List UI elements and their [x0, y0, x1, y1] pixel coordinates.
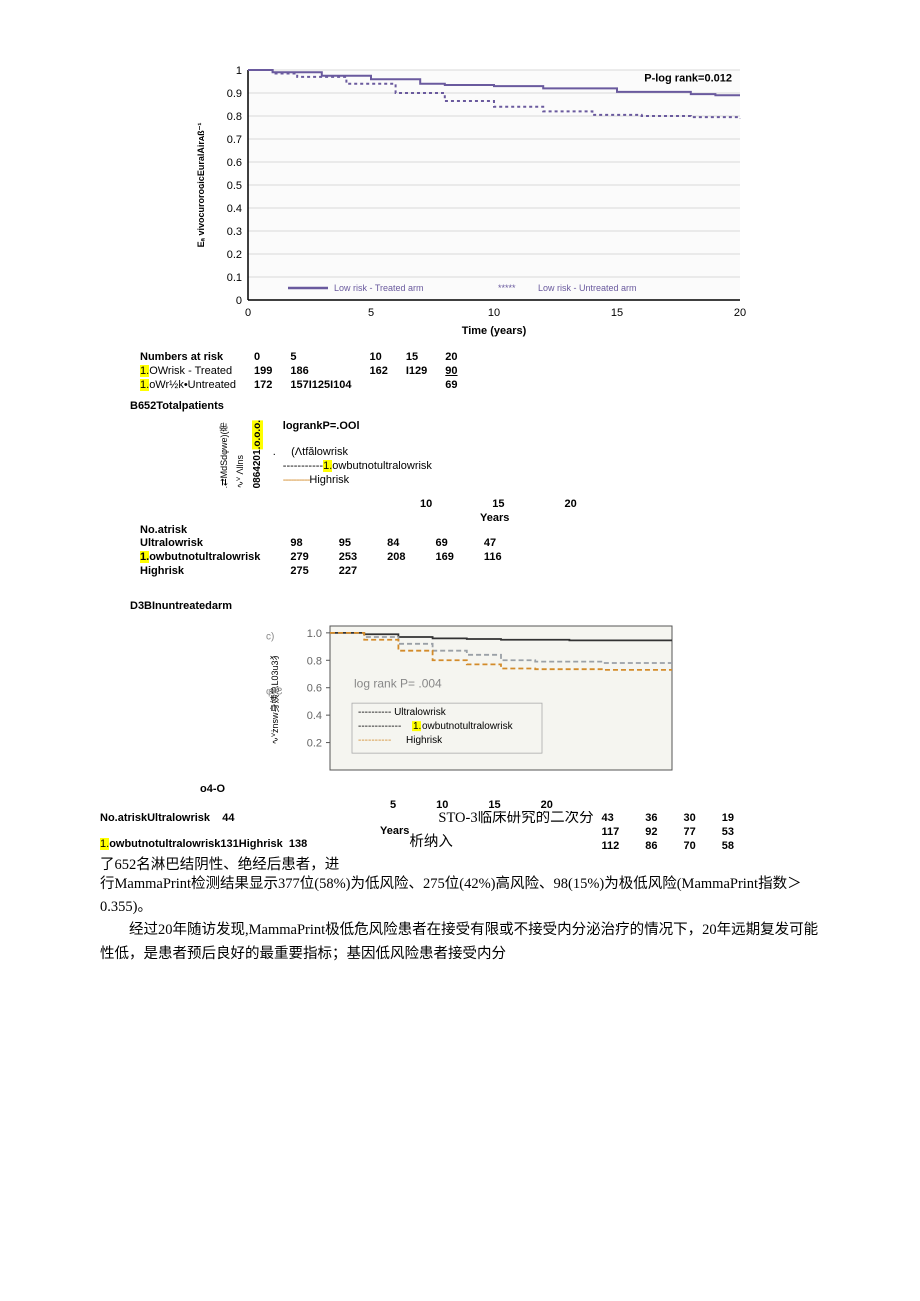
km-chart-lowrisk: 00.10.20.30.40.50.60.70.80.9105101520P-l… [190, 60, 750, 340]
legend-low-not-ultra: -----------1.owbutnotultralowrisk [283, 460, 432, 472]
svg-text:10: 10 [488, 307, 500, 319]
svg-text:1.: 1. [413, 722, 421, 733]
svg-text:0: 0 [236, 295, 242, 307]
body-p3: 经过20年随访发现,MammaPrint极低危风险患者在接受有限或不接受内分泌治… [100, 919, 820, 965]
svg-text:15: 15 [611, 307, 623, 319]
nar1-row-treated-label: 1.OWrisk - Treated [140, 364, 254, 378]
svg-text:0.9: 0.9 [227, 88, 242, 100]
svg-text:0.6: 0.6 [227, 157, 242, 169]
panel-d-title: D3BInuntreatedarm [130, 600, 820, 612]
svg-text:----------: ---------- [358, 736, 391, 747]
nar1-hdr: Numbers at risk [140, 350, 254, 364]
panel-b-logrank: logrankP=.OOl [283, 420, 432, 432]
svg-text:0.4: 0.4 [227, 203, 242, 215]
svg-text:1: 1 [236, 65, 242, 77]
svg-text:0.7: 0.7 [227, 134, 242, 146]
numbers-at-risk-1: Numbers at risk 0 5 10 15 20 1.OWrisk - … [140, 350, 476, 392]
km-chart-untreated: 0.2 0.4 0.6 0.8 1.0 log rank P= .004 ---------… [260, 620, 820, 793]
svg-text:20: 20 [734, 307, 746, 319]
svg-text:0.8: 0.8 [307, 656, 322, 668]
svg-text:-------------: ------------- [358, 722, 401, 733]
svg-text:Time (years): Time (years) [462, 325, 527, 337]
risk4-left-labels: No.atriskUltralowrisk 44 Years 1.owbutno… [100, 811, 409, 851]
svg-text:Highrisk: Highrisk [406, 736, 443, 747]
nar1-row-untreated-label: 1.oWr½k•Untreated [140, 378, 254, 392]
panel-b-block: .⇄MdSdφwe)(帝 ∿ⱽ Λllns 0864201.o.o.o. log… [220, 420, 820, 488]
svg-text:*****: ***** [498, 283, 516, 293]
svg-text:0.8: 0.8 [227, 111, 242, 123]
legend-high: ----------Highrisk [283, 474, 432, 486]
svg-text:Low risk - Untreated arm: Low risk - Untreated arm [538, 283, 637, 293]
svg-text:0.2: 0.2 [307, 738, 322, 750]
panel-b-years-row: 10 15 20 [420, 498, 820, 510]
svg-text:0.4: 0.4 [307, 711, 322, 723]
numbers-at-risk-2: No.atrisk Ultralowrisk 98 95 84 69 47 1.… [140, 524, 820, 578]
svg-text:0.5: 0.5 [227, 180, 242, 192]
svg-text:c): c) [266, 632, 274, 643]
svg-text:log rank P= .004: log rank P= .004 [354, 677, 442, 691]
svg-text:P-log rank=0.012: P-log rank=0.012 [644, 73, 732, 85]
panel-b-vert-2: .⇄MdSdφwe)(帝 [220, 420, 230, 488]
km-chart-untreated-svg: 0.2 0.4 0.6 0.8 1.0 log rank P= .004 ---------… [260, 620, 680, 790]
svg-text:0.6: 0.6 [307, 683, 322, 695]
panel-b-vert-1: 0864201.o.o.o. [252, 420, 263, 488]
svg-text:---------- Ultralowrisk: ---------- Ultralowrisk [358, 708, 447, 719]
legend-ultralow: . (Λtfălowrisk [283, 446, 432, 458]
svg-text:0.1: 0.1 [227, 272, 242, 284]
svg-text:φ(Ƨ: φ(Ƨ [266, 687, 283, 698]
body-p2: 行MammaPrint检测结果显示377位(58%)为低风险、275位(42%)… [100, 873, 820, 919]
svg-text:1.0: 1.0 [307, 628, 322, 640]
nar2-header: No.atrisk [140, 524, 820, 536]
svg-text:∿ⱽżnsw身姨急L03u3犭: ∿ⱽżnsw身姨急L03u3犭 [269, 652, 280, 745]
svg-text:0.3: 0.3 [227, 226, 242, 238]
svg-text:0: 0 [245, 307, 251, 319]
km-chart-lowrisk-svg: 00.10.20.30.40.50.60.70.80.9105101520P-l… [190, 60, 750, 340]
svg-text:5: 5 [368, 307, 374, 319]
panel-b-title: B652Totalpatients [130, 400, 820, 412]
svg-text:0.2: 0.2 [227, 249, 242, 261]
risk4-head: 5 10 15 20 [390, 799, 820, 811]
panel-b-years-label: Years [480, 512, 820, 524]
body-text-cont: 行MammaPrint检测结果显示377位(58%)为低风险、275位(42%)… [100, 873, 820, 966]
numbers-at-risk-4: 43363019 117927753 112867058 [602, 811, 761, 853]
nar2-row-ultralow: Ultralowrisk 98 95 84 69 47 [140, 536, 532, 550]
svg-text:Eₐ vivoᴄuroroɢicEuralAirᴀß⁻¹: Eₐ vivoᴄuroroɢicEuralAirᴀß⁻¹ [196, 123, 206, 248]
panel-b-vert-3: ∿ⱽ Λllns [236, 420, 246, 488]
svg-text:owbutnotultralowrisk: owbutnotultralowrisk [422, 722, 514, 733]
svg-text:Low risk - Treated arm: Low risk - Treated arm [334, 283, 424, 293]
nar2-row-high: Highrisk 275 227 [140, 564, 532, 578]
nar2-row-lownotultra: 1.owbutnotultralowrisk 279 253 208 169 1… [140, 550, 532, 564]
